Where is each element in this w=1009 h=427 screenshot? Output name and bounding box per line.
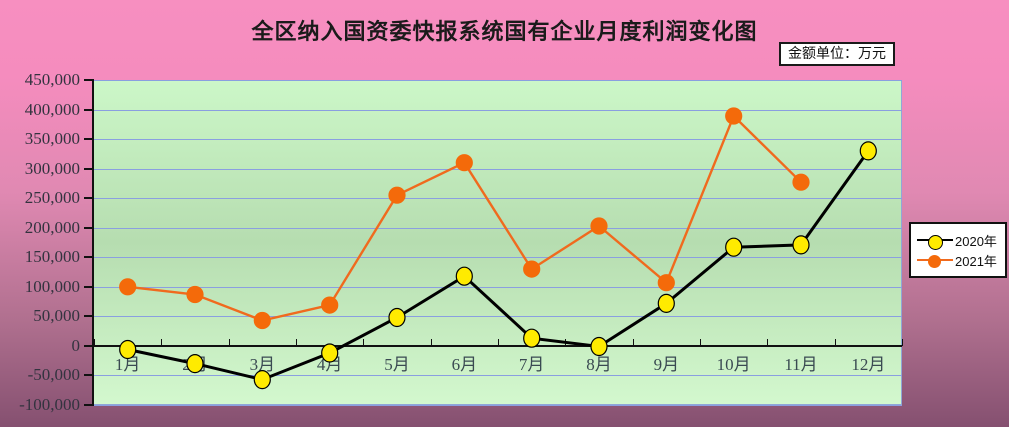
y-axis-tick: [84, 167, 94, 170]
x-axis-tick: [498, 338, 499, 346]
legend-swatch-2021: [917, 253, 953, 268]
x-axis-tick-label: 5月: [384, 354, 410, 374]
y-axis-tick-label: -100,000: [19, 395, 80, 414]
gridline: [94, 316, 902, 318]
chart-legend: 2020年 2021年: [909, 222, 1007, 278]
data-point[interactable]: [388, 186, 406, 204]
data-point[interactable]: [253, 370, 271, 390]
y-axis-tick-label: 0: [71, 335, 81, 355]
x-axis-tick: [430, 338, 432, 346]
data-point[interactable]: [725, 107, 743, 125]
zero-axis-line: [94, 344, 902, 347]
plot-bottom-border: [94, 404, 902, 405]
y-axis-tick-label: 200,000: [24, 217, 80, 237]
gridline: [94, 257, 902, 259]
y-axis-tick-label: 250,000: [24, 188, 80, 208]
data-point[interactable]: [321, 296, 339, 314]
data-point[interactable]: [523, 328, 541, 348]
gridline: [94, 198, 902, 200]
y-axis-labels: 450,000 400,000 350,000 300,000 250,000 200,0…: [0, 70, 92, 414]
data-point[interactable]: [859, 141, 877, 161]
data-point[interactable]: [321, 343, 339, 363]
gridline: [94, 286, 902, 288]
y-axis-tick-label: 400,000: [24, 99, 80, 119]
x-axis-tick: [296, 338, 297, 346]
y-axis-tick: [84, 197, 94, 200]
data-point[interactable]: [590, 336, 608, 357]
x-axis-tick-label: 8月: [586, 354, 612, 374]
x-axis-tick: [834, 338, 836, 346]
y-axis-tick: [84, 285, 94, 288]
x-axis-tick-label: 3月: [249, 354, 276, 374]
x-axis-tick-label: 6月: [451, 354, 478, 374]
legend-swatch-2020: [917, 233, 953, 250]
y-axis-tick-label: 50,000: [33, 306, 80, 326]
data-point[interactable]: [792, 173, 810, 191]
legend-item-2021[interactable]: 2021年: [917, 250, 997, 270]
x-axis-tick-label: 4月: [316, 354, 343, 374]
x-axis-tick: [161, 338, 163, 346]
legend-label-2021: 2021年: [955, 253, 997, 269]
data-point[interactable]: [523, 260, 541, 278]
x-axis-tick: [94, 338, 95, 346]
x-axis-tick-label: 12月: [851, 354, 886, 374]
y-axis-tick-label: 450,000: [24, 70, 80, 89]
plot-right-border: [901, 80, 902, 405]
x-axis-tick: [902, 338, 903, 346]
data-point[interactable]: [590, 217, 608, 235]
legend-label-2020: 2020年: [955, 233, 997, 249]
y-axis-tick: [84, 315, 94, 318]
y-axis-tick: [84, 374, 94, 377]
gridline: [94, 405, 902, 406]
y-axis-tick-label: 300,000: [24, 158, 80, 178]
y-axis-tick: [84, 138, 94, 141]
y-axis-tick-label: -50,000: [27, 365, 80, 385]
data-point[interactable]: [119, 278, 137, 296]
x-axis-tick-label: 9月: [653, 354, 680, 374]
y-axis-tick: [84, 344, 94, 347]
y-axis-tick: [84, 226, 94, 229]
data-point[interactable]: [725, 237, 743, 257]
y-axis-tick: [84, 79, 94, 81]
gridline: [94, 168, 902, 170]
data-point[interactable]: [455, 154, 473, 172]
y-axis-tick: [84, 256, 94, 259]
data-point[interactable]: [119, 339, 137, 360]
gridline: [94, 109, 902, 111]
gridline: [94, 80, 902, 81]
page-title: 全区纳入国资委快报系统国有企业月度利润变化图: [251, 19, 758, 44]
unit-note: 金额单位：万元: [779, 42, 895, 67]
y-axis-tick-label: 100,000: [24, 276, 80, 296]
x-axis-tick-label: 10月: [716, 354, 751, 374]
gridline: [94, 227, 902, 229]
x-axis-tick: [700, 338, 701, 346]
x-axis-tick-label: 11月: [784, 354, 818, 374]
data-point[interactable]: [657, 274, 675, 292]
legend-item-2020[interactable]: 2020年: [917, 230, 997, 250]
data-point[interactable]: [792, 235, 810, 255]
data-point[interactable]: [455, 266, 473, 286]
data-point[interactable]: [186, 354, 204, 374]
y-axis-tick-label: 150,000: [24, 247, 80, 267]
x-axis-tick: [228, 338, 230, 346]
x-axis-tick-label: 7月: [518, 354, 545, 374]
gridline: [94, 375, 902, 377]
plot-area: 1月2月3月4月5月6月7月8月9月10月11月12月: [84, 79, 903, 406]
data-point[interactable]: [657, 293, 675, 313]
y-axis-tick: [84, 404, 94, 406]
data-point[interactable]: [388, 307, 406, 328]
x-axis-tick: [632, 338, 634, 346]
x-axis-tick: [767, 338, 769, 346]
y-axis-tick-label: 350,000: [24, 129, 80, 149]
x-axis-tick: [363, 338, 365, 346]
gridline: [94, 139, 902, 141]
x-axis-tick-label: 1月: [114, 354, 141, 374]
series-line-2021年: [127, 113, 802, 322]
y-axis-tick: [84, 108, 94, 111]
data-point[interactable]: [186, 285, 204, 304]
series-layer: [119, 107, 877, 390]
data-point[interactable]: [253, 311, 271, 330]
series-line-2020年: [127, 150, 870, 382]
